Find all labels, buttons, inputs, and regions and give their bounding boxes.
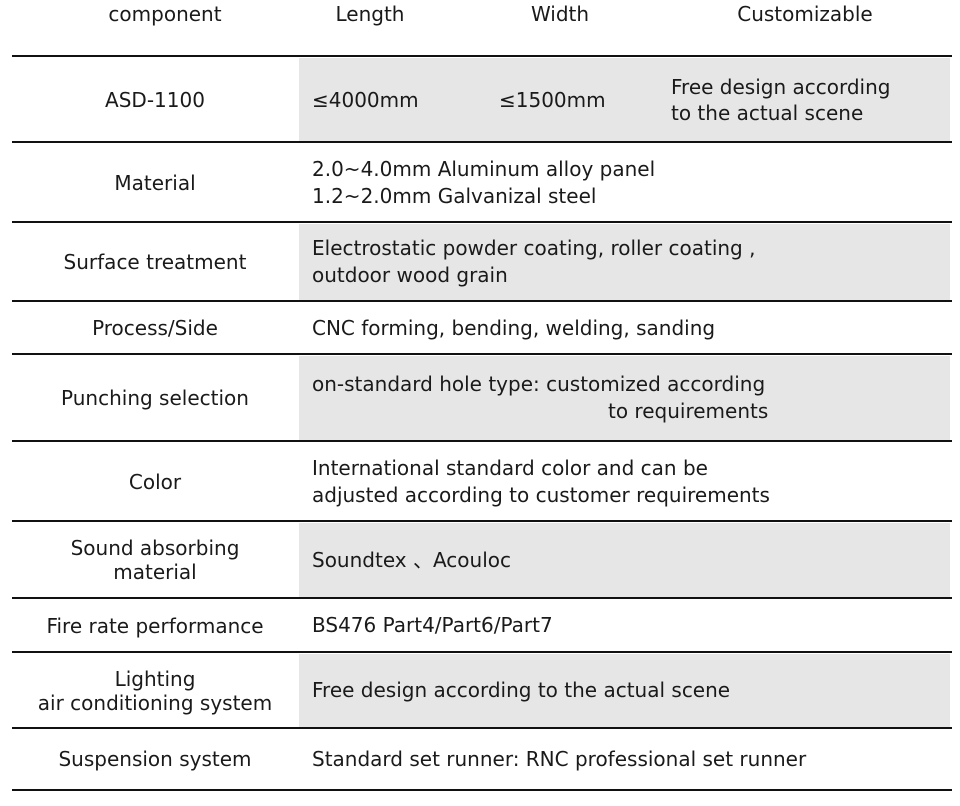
table-row: Color International standard color and c… (12, 440, 952, 521)
value-line: to requirements (608, 399, 769, 423)
row-value: BS476 Part4/Part6/Part7 (299, 600, 950, 651)
row-label: Fire rate performance (46, 613, 264, 638)
customizable-value: Free design according to the actual scen… (671, 58, 890, 141)
row-value: 2.0~4.0mm Aluminum alloy panel 1.2~2.0mm … (299, 144, 950, 221)
table-row-asd: ASD-1100 ≤4000mm ≤1500mm Free design acc… (12, 55, 952, 142)
value-line: Soundtex 、Acouloc (312, 547, 511, 572)
row-label: Punching selection (61, 386, 249, 410)
value-line: Standard set runner: RNC professional se… (312, 746, 807, 771)
value-line: Electrostatic powder coating, roller coa… (312, 236, 756, 260)
table-row: Fire rate performance BS476 Part4/Part6/… (12, 597, 952, 652)
label-line: material (113, 560, 197, 584)
header-customizable: Customizable (737, 2, 873, 26)
value-line: on-standard hole type: customized accord… (312, 372, 766, 396)
table-row: Punching selection on-standard hole type… (12, 353, 952, 441)
header-component: component (108, 2, 222, 26)
length-value: ≤4000mm (312, 87, 419, 112)
label-line: Lighting (114, 666, 196, 691)
value-line: 1.2~2.0mm Galvanizal steel (312, 183, 597, 208)
row-label: Material (114, 170, 196, 195)
customizable-line: Free design according (671, 74, 891, 99)
table-row: Process/Side CNC forming, bending, weldi… (12, 300, 952, 354)
row-label: Suspension system (58, 747, 252, 771)
row-value: ≤4000mm ≤1500mm Free design according to… (299, 58, 950, 141)
row-value: Soundtex 、Acouloc (299, 523, 950, 597)
value-line: outdoor wood grain (312, 263, 508, 287)
customizable-line: to the actual scene (671, 100, 864, 125)
row-value: Standard set runner: RNC professional se… (299, 730, 950, 788)
row-value: International standard color and can be a… (299, 443, 950, 520)
value-line: BS476 Part4/Part6/Part7 (312, 613, 553, 637)
value-line: International standard color and can be (312, 455, 708, 480)
value-line: 2.0~4.0mm Aluminum alloy panel (312, 156, 656, 181)
header-width: Width (530, 2, 590, 26)
row-value: on-standard hole type: customized accord… (299, 356, 950, 440)
label-line: Sound absorbing (70, 536, 240, 560)
row-value: CNC forming, bending, welding, sanding (299, 303, 950, 353)
table-row: Material 2.0~4.0mm Aluminum alloy panel 1… (12, 141, 952, 222)
label-line: air conditioning system (37, 690, 273, 715)
row-label: Color (128, 469, 182, 494)
row-value: Electrostatic powder coating, roller coa… (299, 224, 950, 300)
table-row: Lighting air conditioning system Free des… (12, 651, 952, 728)
row-label: Sound absorbing material (12, 522, 298, 598)
table-row: Surface treatment Electrostatic powder c… (12, 221, 952, 301)
value-line: Free design according to the actual scen… (312, 678, 731, 702)
row-label: Process/Side (92, 316, 218, 340)
value-line: adjusted according to customer requireme… (312, 482, 770, 507)
table-row: Suspension system Standard set runner: R… (12, 727, 952, 791)
row-label: ASD-1100 (105, 87, 205, 112)
header-length: Length (335, 2, 405, 26)
table-row: Sound absorbing material Soundtex 、Acoulo… (12, 520, 952, 598)
width-value: ≤1500mm (499, 87, 606, 112)
value-line: CNC forming, bending, welding, sanding (312, 315, 716, 340)
row-label: Surface treatment (63, 250, 247, 274)
row-value: Free design according to the actual scen… (299, 654, 950, 727)
row-label: Lighting air conditioning system (12, 653, 298, 728)
